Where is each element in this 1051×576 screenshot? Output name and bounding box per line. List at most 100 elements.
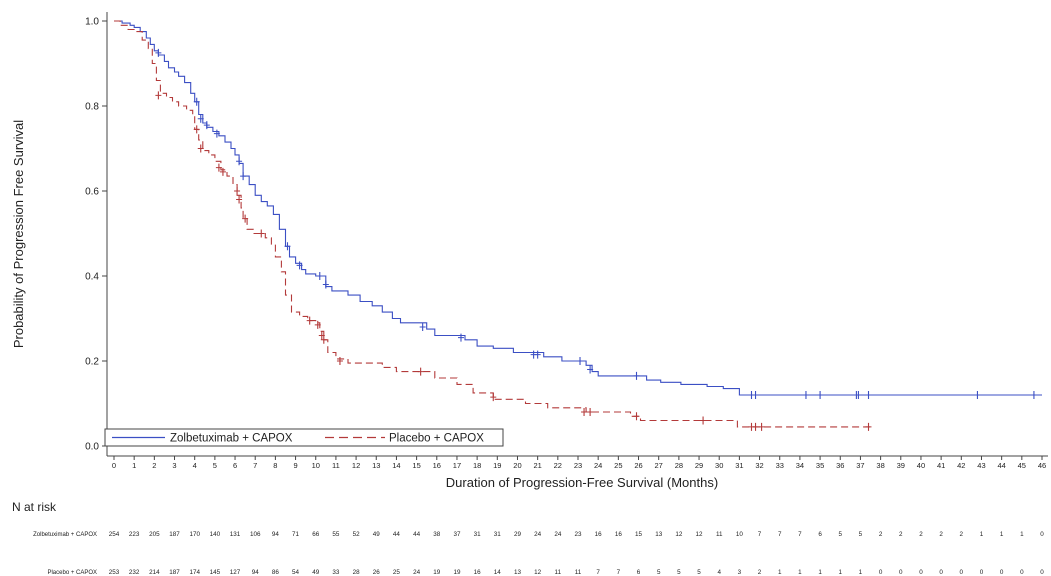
legend: Zolbetuximab + CAPOX Placebo + CAPOX <box>104 428 504 447</box>
risk-value: 0 <box>1040 569 1044 576</box>
risk-value: 0 <box>1020 569 1024 576</box>
x-tick-label: 44 <box>997 461 1005 470</box>
risk-value: 71 <box>292 531 300 538</box>
risk-value: 0 <box>960 569 964 576</box>
risk-value: 6 <box>818 531 822 538</box>
x-ticks: 0 1 2 3 4 5 6 7 8 9 10 11 12 13 14 15 16 17 18 19 20 21 22 23 24… <box>112 456 1046 470</box>
x-tick-label: 1 <box>132 461 136 470</box>
risk-value: 205 <box>149 531 160 538</box>
risk-value: 33 <box>332 569 340 576</box>
risk-value: 28 <box>353 569 361 576</box>
risk-value: 2 <box>758 569 762 576</box>
risk-value: 127 <box>230 569 241 576</box>
censor-mark <box>197 144 204 153</box>
x-tick-label: 11 <box>332 461 340 470</box>
risk-value: 16 <box>474 569 482 576</box>
risk-value: 5 <box>839 531 843 538</box>
risk-value: 25 <box>393 569 401 576</box>
risk-value: 1 <box>839 569 843 576</box>
x-tick-label: 30 <box>715 461 723 470</box>
risk-row-label: Zolbetuximab + CAPOX <box>33 532 97 538</box>
legend-label-zolbetuximab: Zolbetuximab + CAPOX <box>170 433 293 445</box>
censor-mark <box>457 333 464 342</box>
x-tick-label: 43 <box>977 461 985 470</box>
risk-value: 1 <box>1000 531 1004 538</box>
x-axis-title: Duration of Progression-Free Survival (M… <box>446 475 718 490</box>
risk-value: 2 <box>899 531 903 538</box>
series-line-zolbetuximab <box>114 20 1042 396</box>
risk-value: 5 <box>859 531 863 538</box>
x-tick-label: 14 <box>392 461 400 470</box>
risk-value: 5 <box>697 569 701 576</box>
censor-mark <box>203 121 210 130</box>
risk-value: 0 <box>980 569 984 576</box>
censor-mark <box>193 97 200 106</box>
x-tick-label: 6 <box>233 461 237 470</box>
risk-value: 31 <box>494 531 502 538</box>
censor-mark <box>318 331 325 340</box>
censor-mark <box>752 391 759 399</box>
censor-mark <box>633 412 640 421</box>
censor-mark <box>258 229 265 238</box>
risk-value: 1 <box>859 569 863 576</box>
risk-value: 12 <box>534 569 542 576</box>
risk-value: 44 <box>413 531 421 538</box>
x-tick-label: 45 <box>1018 461 1026 470</box>
censor-mark <box>417 367 424 376</box>
risk-value: 26 <box>373 569 381 576</box>
x-tick-label: 46 <box>1038 461 1046 470</box>
risk-value: 19 <box>453 569 461 576</box>
risk-value: 44 <box>393 531 401 538</box>
risk-value: 49 <box>312 569 320 576</box>
risk-value: 37 <box>453 531 461 538</box>
censor-mark <box>817 391 824 399</box>
y-tick-label: 0.6 <box>85 187 99 198</box>
risk-value: 12 <box>696 531 704 538</box>
risk-value: 24 <box>534 531 542 538</box>
risk-value: 23 <box>574 531 582 538</box>
risk-value: 12 <box>675 531 683 538</box>
risk-value: 1 <box>798 569 802 576</box>
y-axis-title: Probability of Progression Free Survival <box>11 120 26 348</box>
risk-value: 5 <box>657 569 661 576</box>
x-tick-label: 26 <box>634 461 642 470</box>
censor-mark <box>336 357 343 365</box>
x-tick-label: 12 <box>352 461 360 470</box>
risk-value: 13 <box>514 569 522 576</box>
risk-value: 38 <box>433 531 441 538</box>
risk-value: 0 <box>919 569 923 576</box>
risk-value: 11 <box>575 569 582 576</box>
censor-mark <box>316 272 323 280</box>
censor-mark <box>577 357 584 365</box>
censor-mark <box>306 316 313 325</box>
x-tick-label: 39 <box>897 461 905 470</box>
risk-value: 4 <box>717 569 721 576</box>
censor-mark <box>296 261 303 270</box>
censor-mark <box>865 391 872 399</box>
x-tick-label: 38 <box>876 461 884 470</box>
risk-value: 1 <box>818 569 822 576</box>
risk-value: 11 <box>555 569 562 576</box>
x-tick-label: 35 <box>816 461 824 470</box>
x-tick-label: 8 <box>273 461 277 470</box>
risk-value: 52 <box>353 531 361 538</box>
x-tick-label: 33 <box>776 461 784 470</box>
risk-value: 106 <box>250 531 261 538</box>
series-line-placebo <box>114 20 871 428</box>
risk-row-label: Placebo + CAPOX <box>47 570 97 576</box>
x-tick-label: 42 <box>957 461 965 470</box>
risk-value: 7 <box>798 531 802 538</box>
x-tick-label: 23 <box>574 461 582 470</box>
censor-mark <box>236 157 243 166</box>
censor-mark <box>587 408 594 416</box>
risk-value: 1 <box>778 569 782 576</box>
risk-value: 7 <box>758 531 762 538</box>
risk-value: 145 <box>210 569 221 576</box>
risk-value: 1 <box>980 531 984 538</box>
risk-value: 2 <box>939 531 943 538</box>
censor-mark <box>284 242 291 251</box>
x-tick-label: 2 <box>152 461 156 470</box>
risk-value: 223 <box>129 531 140 538</box>
risk-value: 15 <box>635 531 643 538</box>
